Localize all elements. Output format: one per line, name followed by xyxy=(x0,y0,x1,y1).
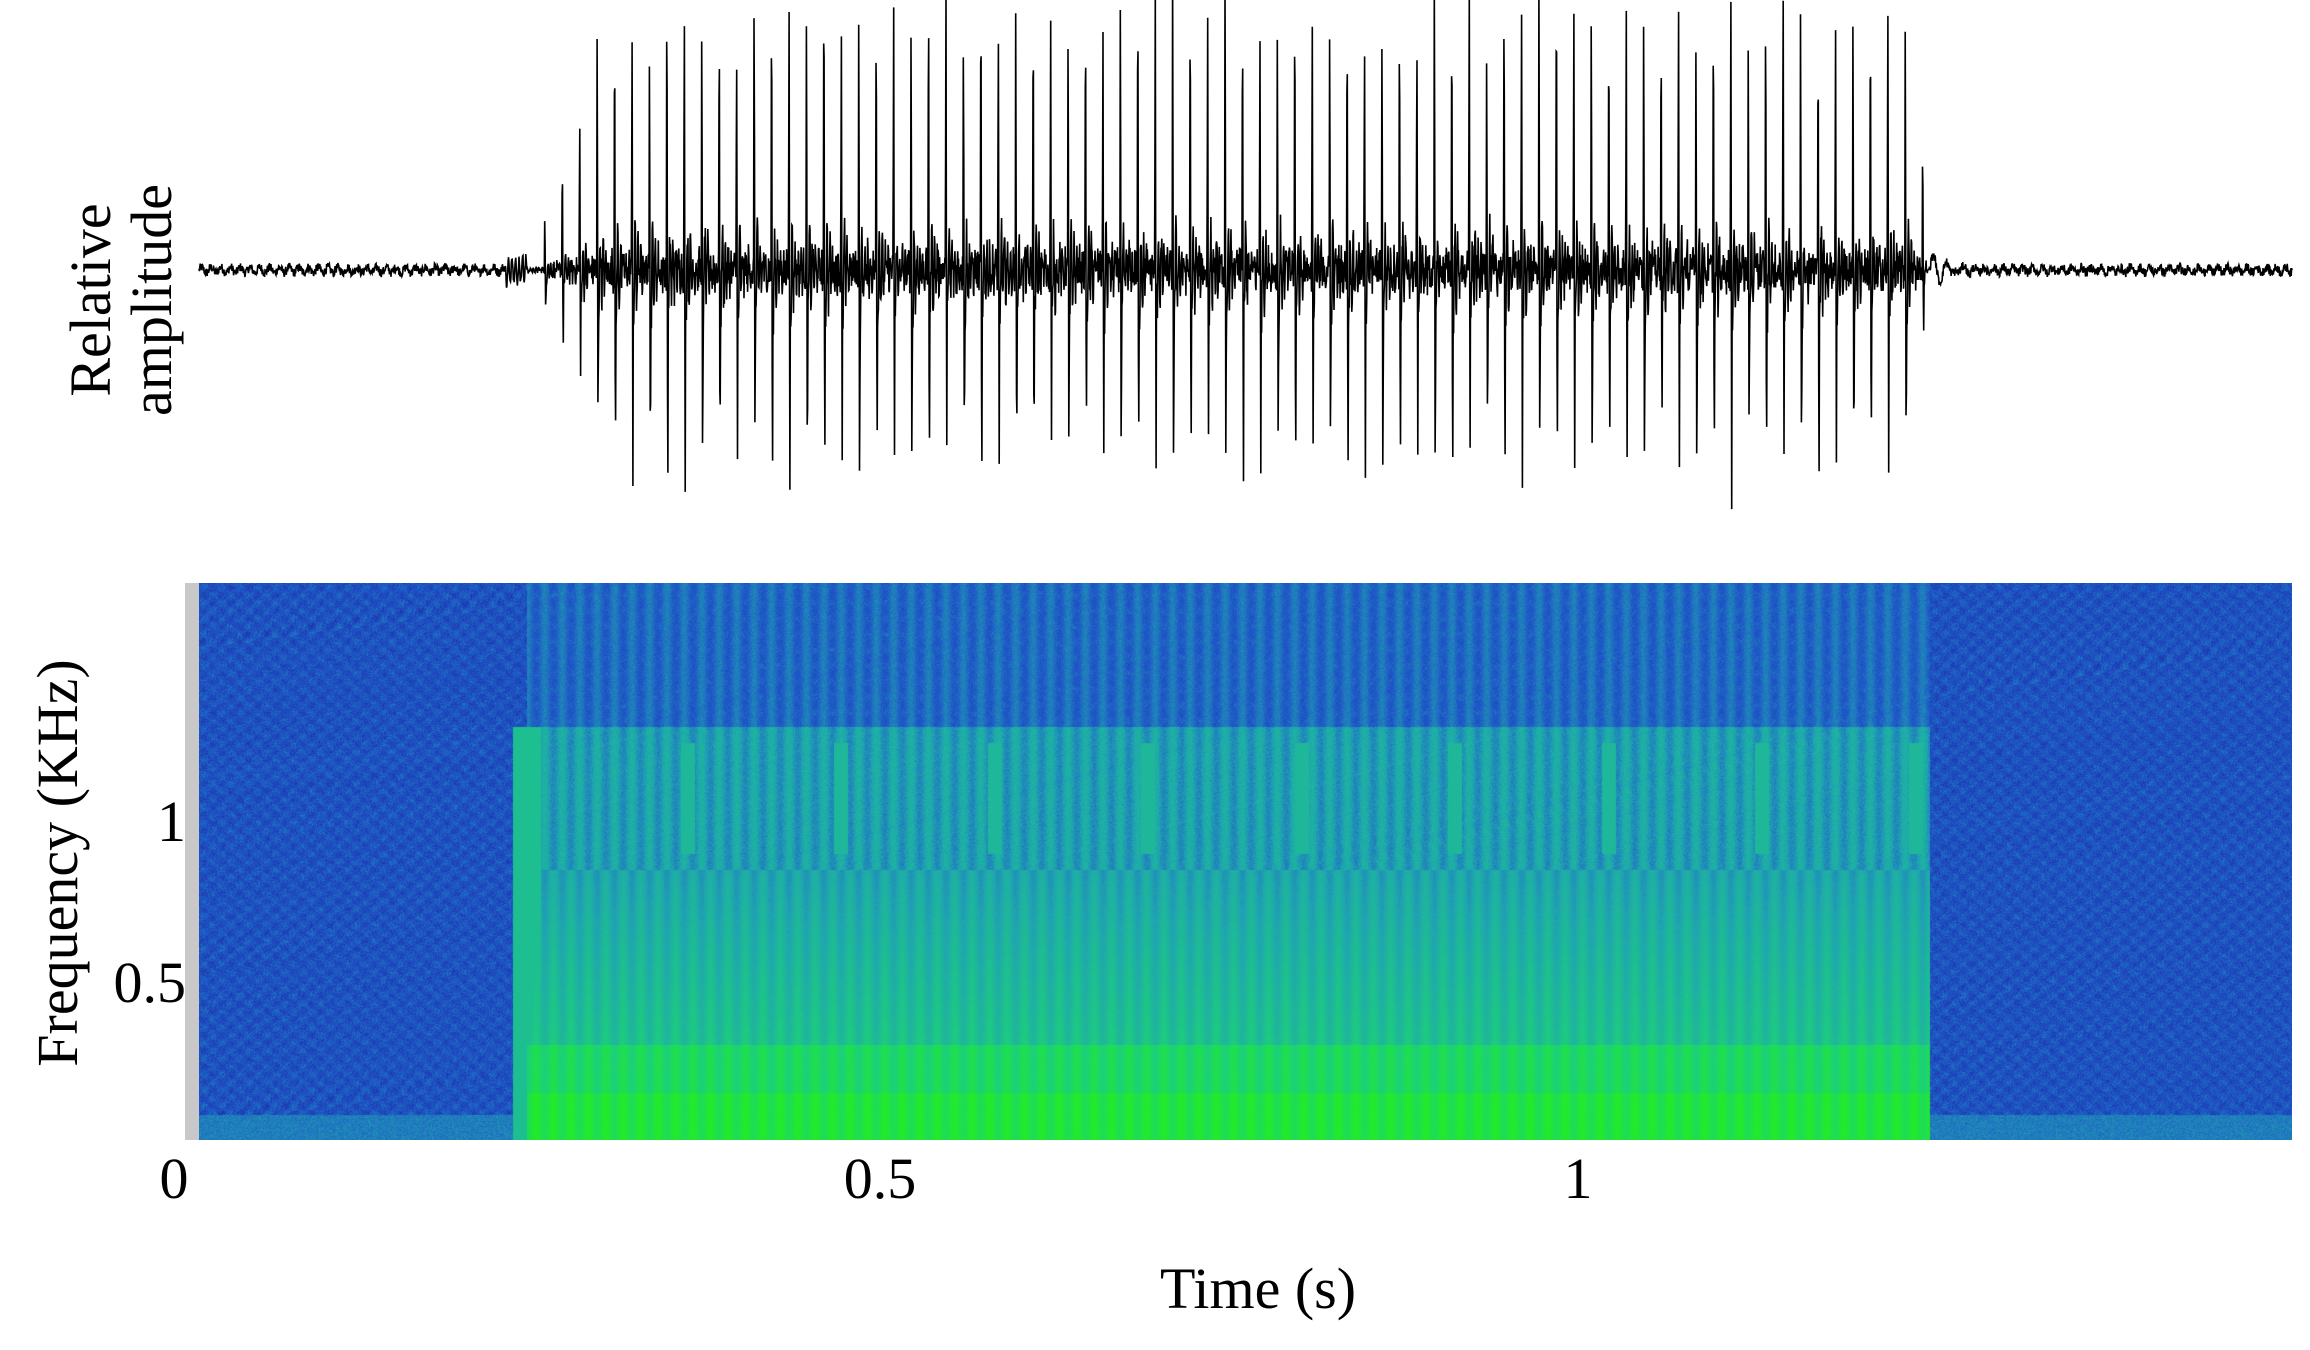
waveform-trace xyxy=(198,0,2293,510)
waveform-plot xyxy=(198,0,2293,510)
spectrogram-heatmap xyxy=(199,583,2292,1140)
spectrogram-ylabel: Frequency (KHz) xyxy=(25,659,90,1067)
x-axis-label: Time (s) xyxy=(1159,1256,1357,1321)
waveform-ylabel-line-1: Relative xyxy=(58,203,124,397)
y-tick-label-0.5: 0.5 xyxy=(113,950,187,1015)
x-tick-label-1: 1 xyxy=(1563,1146,1593,1211)
spectrogram-plot xyxy=(185,583,2292,1140)
waveform-ylabel: Relative amplitude xyxy=(58,184,184,416)
spectrogram-left-strip xyxy=(185,583,199,1140)
waveform-ylabel-line-2: amplitude xyxy=(119,184,184,416)
x-tick-label-0: 0 xyxy=(159,1146,189,1211)
x-tick-label-0.5: 0.5 xyxy=(843,1146,917,1211)
y-tick-label-1: 1 xyxy=(157,789,186,854)
